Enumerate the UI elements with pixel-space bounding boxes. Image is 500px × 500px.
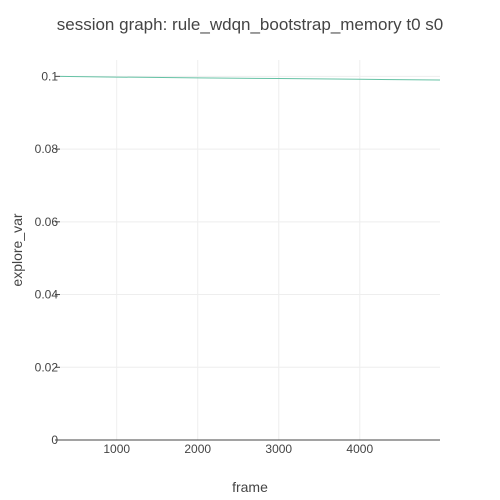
y-tick-label: 0.06: [35, 215, 59, 229]
series-line: [59, 75, 441, 81]
y-tick-label: 0.1: [41, 69, 58, 83]
series-layer: [59, 75, 441, 81]
axis-layer: [55, 75, 440, 441]
y-tick-label: 0.04: [35, 288, 59, 302]
chart-title: session graph: rule_wdqn_bootstrap_memor…: [57, 15, 444, 34]
tick-label-layer: 0 0.02 0.04 0.06 0.08 0.1 1000 2000 3000 4000: [35, 69, 374, 456]
x-tick-label: 3000: [265, 442, 292, 456]
grid-layer: [60, 60, 440, 440]
y-tick-label: 0: [51, 433, 58, 447]
x-tick-label: 2000: [184, 442, 211, 456]
y-tick-label: 0.02: [35, 360, 59, 374]
x-tick-label: 1000: [103, 442, 130, 456]
y-axis-title: explore_var: [9, 213, 25, 286]
x-axis-title: frame: [232, 479, 268, 495]
x-tick-label: 4000: [346, 442, 373, 456]
y-tick-label: 0.08: [35, 142, 59, 156]
